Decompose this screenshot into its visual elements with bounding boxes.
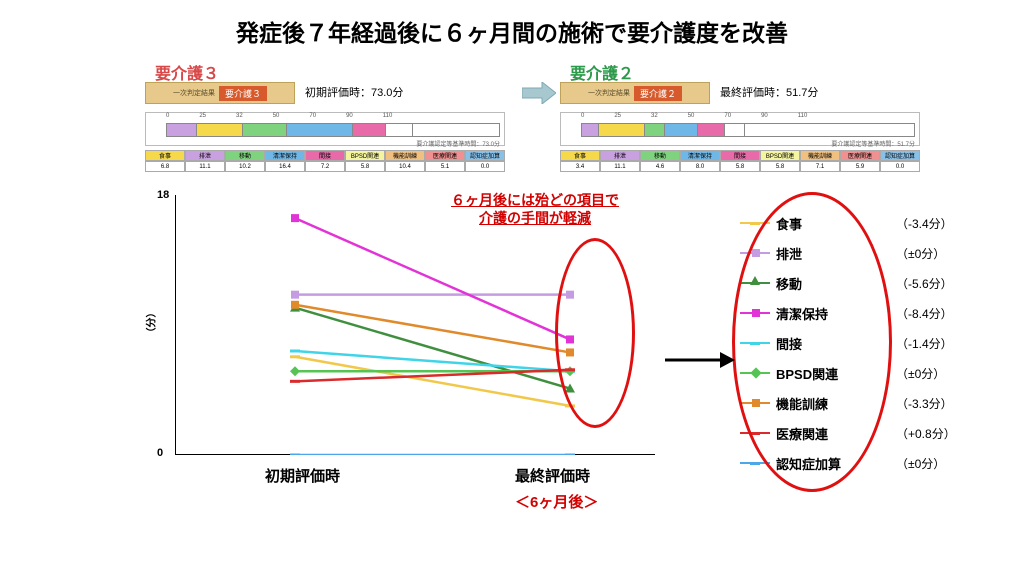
y-tick-0: 0: [157, 447, 163, 459]
torn-prefix: 一次判定結果: [588, 88, 630, 98]
panel-label-after: 要介護２: [570, 60, 634, 84]
bar-note: 要介護認定等基準時間：73.0分: [416, 139, 500, 148]
callout-line1: ６ヶ月後には殆どの項目で: [451, 192, 619, 208]
x-label-initial: 初期評価時: [265, 465, 340, 486]
torn-strip-before: 一次判定結果 要介護３: [145, 82, 295, 104]
legend-item: 食事（-3.4分）: [740, 208, 1000, 238]
legend-item: BPSD関連（±0分）: [740, 358, 1000, 388]
legend: 食事（-3.4分）排泄（±0分）移動（-5.6分）清潔保持（-8.4分）間接（-…: [740, 208, 1000, 478]
line-chart: （分） 18 0 初期評価時 最終評価時 ＜6ヶ月後＞ ６ヶ月後には殆どの項目で…: [175, 195, 655, 485]
bar-scale: 02532507090110: [581, 113, 919, 123]
legend-item: 間接（-1.4分）: [740, 328, 1000, 358]
legend-item: 排泄（±0分）: [740, 238, 1000, 268]
torn-tag: 要介護２: [634, 86, 682, 101]
chart-plot: [175, 195, 655, 455]
torn-prefix: 一次判定結果: [173, 88, 215, 98]
six-month-label: ＜6ヶ月後＞: [515, 491, 598, 512]
torn-strip-after: 一次判定結果 要介護２: [560, 82, 710, 104]
bar-area-before: 02532507090110 要介護認定等基準時間：73.0分: [145, 112, 505, 146]
bar-area-after: 02532507090110 要介護認定等基準時間：51.7分: [560, 112, 920, 146]
stacked-bar-after: [581, 123, 915, 137]
eval-text-before: 初期評価時：73.0分: [305, 84, 403, 100]
arrow-icon: [522, 82, 556, 104]
value-row-after: 3.411.14.68.05.85.87.15.90.0: [560, 161, 920, 183]
callout-text: ６ヶ月後には殆どの項目で 介護の手間が軽減: [435, 191, 635, 227]
bar-note: 要介護認定等基準時間：51.7分: [831, 139, 915, 148]
panel-label-before: 要介護３: [155, 60, 219, 84]
legend-item: 医療関連（+0.8分）: [740, 418, 1000, 448]
big-arrow-icon: [665, 350, 735, 370]
stacked-bar-before: [166, 123, 500, 137]
x-label-final: 最終評価時: [515, 465, 590, 486]
y-axis-label: （分）: [143, 308, 158, 338]
torn-tag: 要介護３: [219, 86, 267, 101]
y-tick-18: 18: [157, 189, 169, 201]
value-row-before: 6.811.110.216.47.25.810.45.10.0: [145, 161, 505, 183]
legend-item: 清潔保持（-8.4分）: [740, 298, 1000, 328]
legend-item: 認知症加算（±0分）: [740, 448, 1000, 478]
bar-scale: 02532507090110: [166, 113, 504, 123]
callout-line2: 介護の手間が軽減: [479, 210, 591, 226]
legend-item: 移動（-5.6分）: [740, 268, 1000, 298]
page-title: 発症後７年経過後に６ヶ月間の施術で要介護度を改善: [0, 14, 1024, 48]
legend-item: 機能訓練（-3.3分）: [740, 388, 1000, 418]
eval-text-after: 最終評価時：51.7分: [720, 84, 818, 100]
